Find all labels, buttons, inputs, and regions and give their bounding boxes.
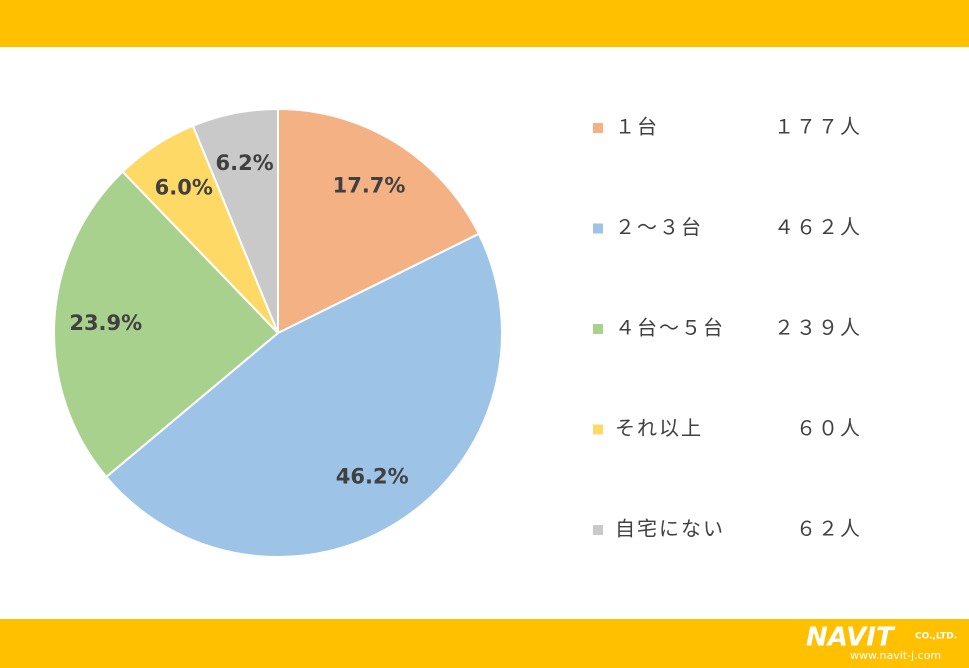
legend-swatch [593,424,603,435]
legend-count: ４６２人 [774,215,862,239]
legend-swatch [593,324,603,334]
legend-count: ６２人 [796,517,862,541]
legend-swatch [593,525,603,535]
pie-slice [104,232,503,558]
legend-label: 自宅にない [615,517,725,541]
data-label: 6.2% [215,151,273,175]
legend-label: それ以上 [615,416,703,440]
logo-name: NAVIT [806,623,896,653]
logo-suffix: CO.,LTD. [915,632,957,642]
legend-label: ４台～５台 [615,316,725,340]
data-label: 46.2% [336,464,409,488]
legend-swatch [593,223,603,234]
legend-count: ６０人 [796,416,862,440]
pie-slice [191,107,279,334]
legend-count: １７７人 [774,115,862,139]
pie-slice [277,107,481,335]
legend-count: ２３９人 [774,316,862,340]
legend-label: １台 [615,115,659,139]
legend-swatch [593,123,603,133]
bottom-band [0,619,969,668]
pie-slice [53,170,280,479]
logo-url: www.navit-j.com [850,649,941,662]
data-label: 6.0% [155,176,213,200]
data-label: 17.7% [333,174,406,198]
top-band [0,0,969,47]
legend-label: ２～３台 [615,215,703,239]
data-label: 23.9% [69,311,142,335]
